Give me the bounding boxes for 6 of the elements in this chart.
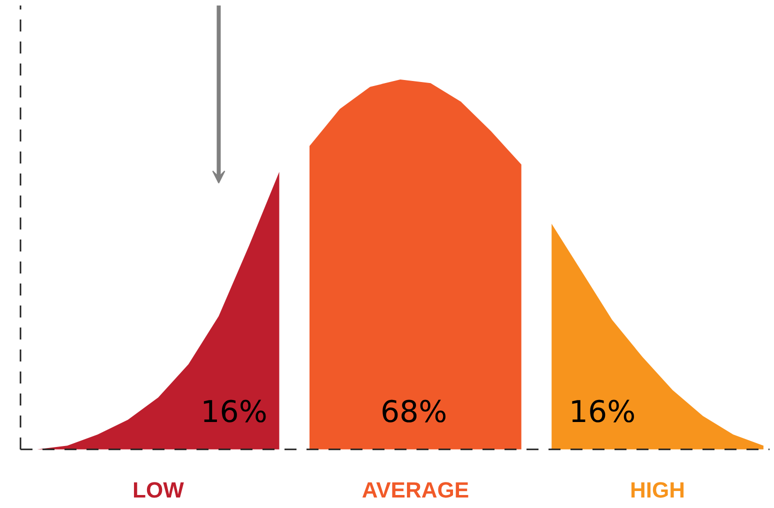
annotation: 16% bbox=[200, 394, 268, 430]
series-label: HIGH bbox=[630, 478, 686, 503]
series-label: LOW bbox=[132, 478, 184, 503]
series-label: AVERAGE bbox=[362, 478, 470, 503]
annotation: 16% bbox=[568, 394, 636, 430]
annotation: 68% bbox=[380, 394, 448, 430]
